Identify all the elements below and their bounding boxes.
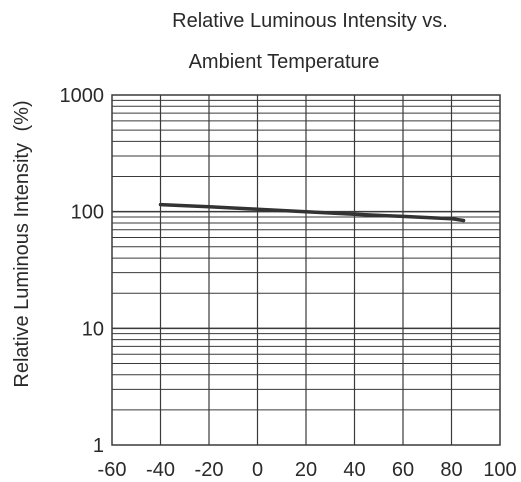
series-line (158, 202, 466, 223)
grid (112, 95, 500, 445)
x-tick-label: 40 (343, 459, 365, 481)
x-tick-label: -20 (195, 459, 224, 481)
y-tick-label: 1000 (60, 85, 105, 107)
x-tick-labels: -60 -40 -20 0 20 40 60 80 100 (98, 459, 517, 481)
y-tick-label: 1 (93, 435, 104, 457)
chart-title-line-1: Relative Luminous Intensity vs. (172, 10, 448, 32)
y-axis-unit: (%) (11, 100, 33, 131)
x-tick-label: 80 (440, 459, 462, 481)
x-tick-label: 60 (392, 459, 414, 481)
y-tick-labels: 1 10 100 1000 (60, 85, 105, 457)
y-axis-label-text: Relative Luminous Intensity (11, 143, 33, 388)
svg-text:Relative Luminous Intensity: Relative Luminous Intensity (%) (11, 100, 33, 387)
x-tick-label: 20 (295, 459, 317, 481)
x-tick-label: -60 (98, 459, 127, 481)
y-tick-label: 100 (71, 202, 104, 224)
plot-area (111, 94, 501, 446)
y-axis-label: Relative Luminous Intensity (%) (11, 100, 33, 387)
series-layer (158, 202, 466, 223)
x-tick-label: 100 (483, 459, 516, 481)
y-tick-label: 10 (82, 318, 104, 340)
x-tick-label: 0 (252, 459, 263, 481)
chart-title-line-2: Ambient Temperature (189, 51, 380, 73)
x-tick-label: -40 (146, 459, 175, 481)
